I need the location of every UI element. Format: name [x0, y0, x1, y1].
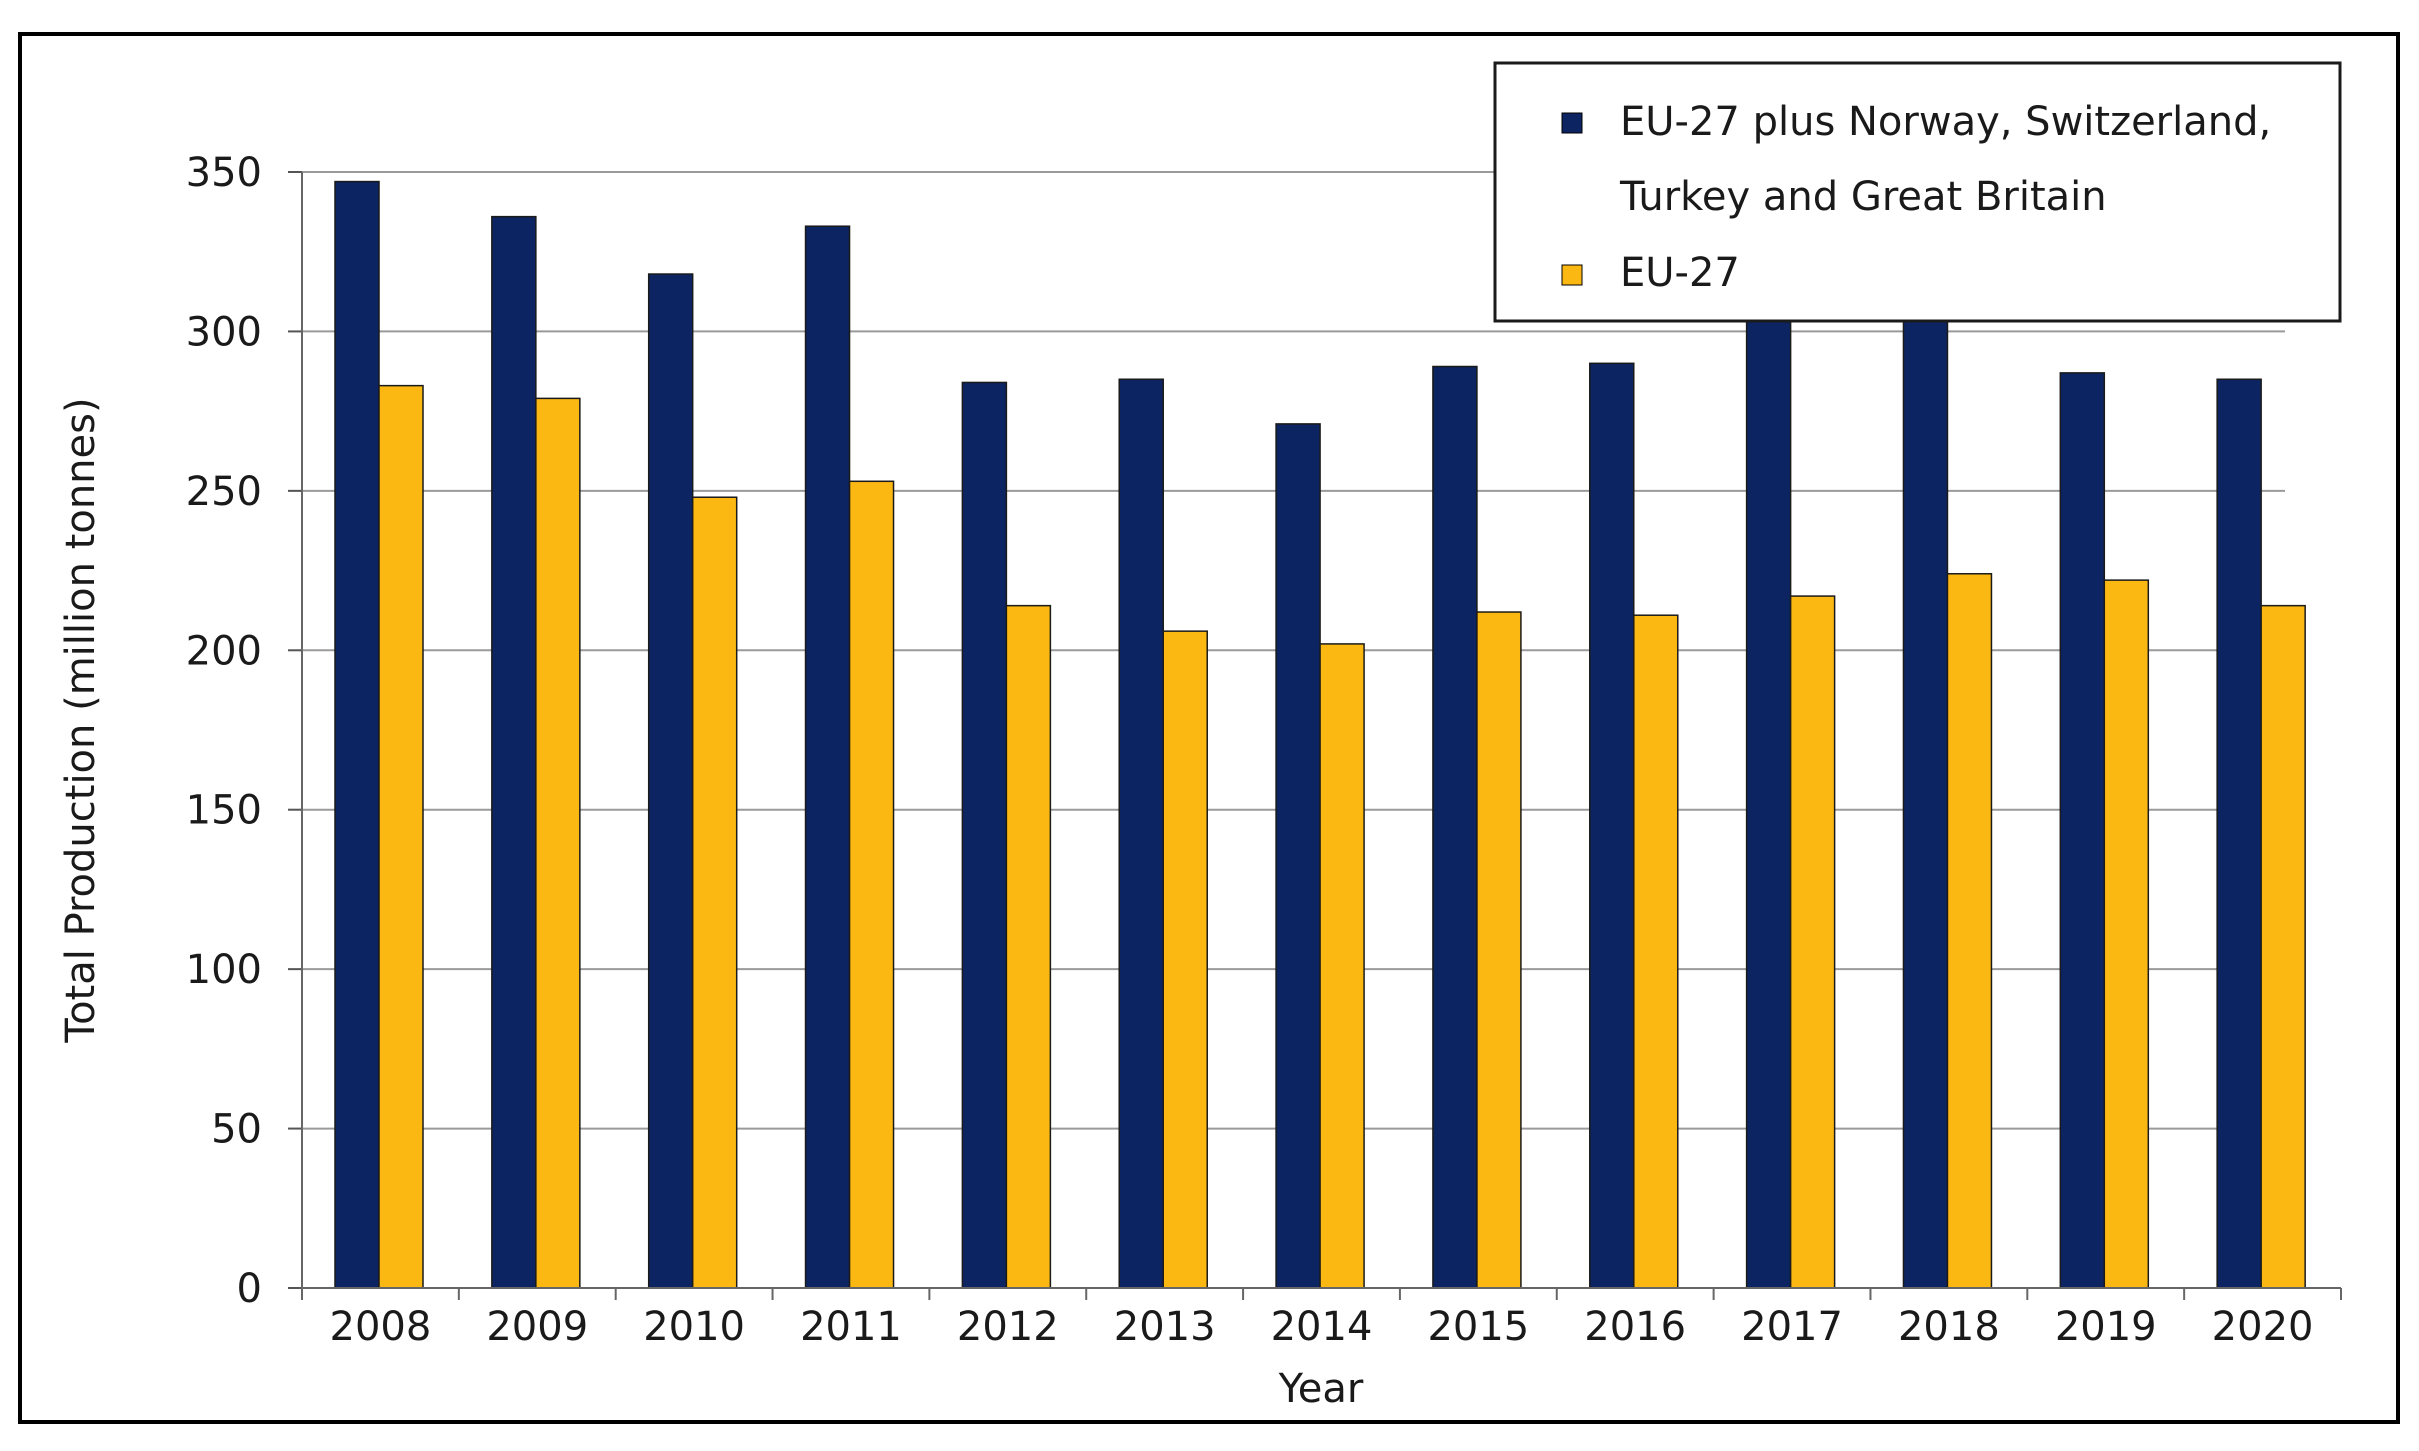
y-tick-label-100: 100 — [186, 947, 262, 993]
bar-eu27-2020 — [2260, 604, 2306, 1289]
x-tick-label-2019: 2019 — [2055, 1304, 2157, 1350]
x-tick-label-2020: 2020 — [2212, 1304, 2314, 1350]
x-tick-label-2014: 2014 — [1271, 1304, 1373, 1350]
x-tick-label-2009: 2009 — [486, 1304, 588, 1350]
bar-eu27-2010 — [691, 496, 738, 1289]
bar-eu27-2014 — [1319, 643, 1365, 1289]
bar-eu27-plus-2013 — [1118, 378, 1164, 1289]
bar-eu27-plus-2018 — [1902, 311, 1949, 1289]
legend-label-series-1-line-2: Turkey and Great Britain — [1619, 174, 2107, 220]
bar-eu27-plus-2017 — [1745, 314, 1792, 1289]
bar-eu27-plus-2015 — [1432, 365, 1478, 1289]
x-tick-label-2008: 2008 — [330, 1304, 432, 1350]
legend-label-series-2: EU-27 — [1620, 250, 1740, 296]
legend-swatch-series-1 — [1561, 112, 1583, 134]
x-tick-label-2012: 2012 — [957, 1304, 1059, 1350]
bar-eu27-plus-2014 — [1275, 423, 1321, 1289]
x-tick-label-2013: 2013 — [1114, 1304, 1216, 1350]
bar-eu27-2009 — [535, 397, 581, 1289]
bar-eu27-plus-2016 — [1589, 362, 1635, 1289]
y-tick-label-350: 350 — [186, 150, 262, 196]
x-axis-title: Year — [1278, 1366, 1364, 1412]
y-tick-label-300: 300 — [186, 309, 262, 355]
legend-box — [1493, 61, 2342, 323]
y-tick-label-50: 50 — [211, 1107, 262, 1153]
bar-eu27-plus-2008 — [334, 180, 380, 1289]
bar-eu27-2018 — [1946, 573, 1993, 1289]
bar-eu27-plus-2019 — [2059, 372, 2106, 1289]
y-tick-label-0: 0 — [237, 1266, 262, 1312]
bar-eu27-2019 — [2103, 579, 2150, 1289]
bar-eu27-2011 — [848, 480, 895, 1289]
bar-eu27-plus-2010 — [647, 273, 694, 1289]
legend-swatch-series-2 — [1561, 264, 1583, 286]
x-tick-label-2017: 2017 — [1741, 1304, 1843, 1350]
x-tick-label-2011: 2011 — [800, 1304, 902, 1350]
legend-label-series-1-line-1: EU-27 plus Norway, Switzerland, — [1620, 99, 2271, 145]
tick-labels: 0 50 100 150 200 250 300 350 2008 2009 2010 2011 201… — [186, 150, 2314, 1350]
x-tick-label-2016: 2016 — [1584, 1304, 1686, 1350]
y-tick-label-200: 200 — [186, 628, 262, 674]
bar-eu27-2016 — [1633, 614, 1679, 1289]
bar-eu27-2008 — [378, 384, 424, 1289]
x-tick-label-2010: 2010 — [643, 1304, 745, 1350]
bar-eu27-plus-2012 — [961, 381, 1008, 1289]
bar-eu27-2015 — [1476, 611, 1522, 1289]
bar-eu27-plus-2011 — [804, 225, 851, 1289]
bar-eu27-plus-2009 — [491, 215, 537, 1289]
legend: EU-27 plus Norway, Switzerland, Turkey a… — [1493, 61, 2342, 323]
bar-eu27-2012 — [1005, 604, 1052, 1289]
y-axis-title: Total Production (million tonnes) — [58, 397, 104, 1043]
bar-eu27-plus-2020 — [2216, 378, 2262, 1289]
bar-eu27-2017 — [1789, 595, 1836, 1289]
axes — [288, 171, 2342, 1300]
bars — [334, 180, 2306, 1289]
x-tick-label-2018: 2018 — [1898, 1304, 2000, 1350]
y-tick-label-150: 150 — [186, 788, 262, 834]
bar-eu27-2013 — [1162, 630, 1208, 1289]
y-tick-label-250: 250 — [186, 469, 262, 515]
x-tick-label-2015: 2015 — [1427, 1304, 1529, 1350]
